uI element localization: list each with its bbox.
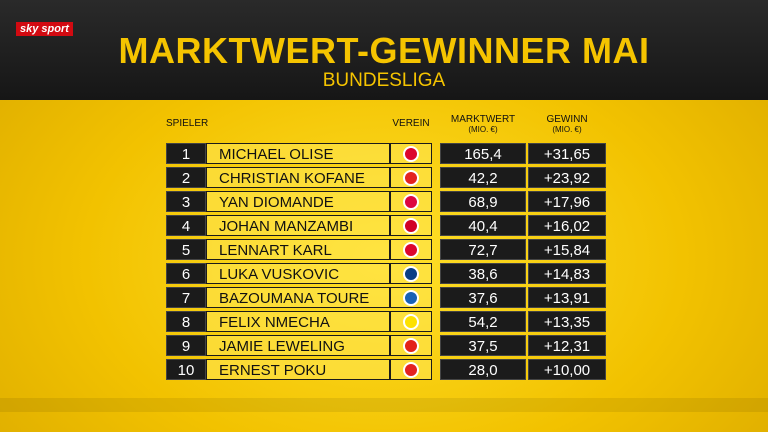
player-cell: FELIX NMECHA <box>206 311 390 332</box>
rank-cell: 6 <box>166 263 206 284</box>
column-header: MARKTWERT (MIO. €) <box>440 114 526 134</box>
gain-cell: +16,02 <box>528 215 606 236</box>
market-value-cell: 42,2 <box>440 167 526 188</box>
column-header-text: GEWINN <box>546 114 588 125</box>
market-value-cell: 54,2 <box>440 311 526 332</box>
gain-cell: +13,91 <box>528 287 606 308</box>
player-cell: BAZOUMANA TOURE <box>206 287 390 308</box>
market-value-cell: 68,9 <box>440 191 526 212</box>
column-header: SPIELER <box>166 118 209 129</box>
player-cell: MICHAEL OLISE <box>206 143 390 164</box>
rank-cell: 9 <box>166 335 206 356</box>
column-header-text: MARKTWERT <box>450 114 516 125</box>
market-value-cell: 72,7 <box>440 239 526 260</box>
gain-cell: +12,31 <box>528 335 606 356</box>
club-crest <box>403 242 419 258</box>
club-crest <box>403 266 419 282</box>
rank-cell: 8 <box>166 311 206 332</box>
rank-cell: 3 <box>166 191 206 212</box>
gain-cell: +23,92 <box>528 167 606 188</box>
player-cell: LUKA VUSKOVIC <box>206 263 390 284</box>
club-crest <box>403 146 419 162</box>
rank-cell: 10 <box>166 359 206 380</box>
club-crest <box>403 290 419 306</box>
rank-cell: 7 <box>166 287 206 308</box>
column-unit: (MIO. €) <box>468 125 498 134</box>
gain-cell: +14,83 <box>528 263 606 284</box>
column-header: VEREIN <box>392 118 430 129</box>
player-cell: JOHAN MANZAMBI <box>206 215 390 236</box>
market-value-cell: 37,6 <box>440 287 526 308</box>
club-crest <box>403 338 419 354</box>
gain-cell: +13,35 <box>528 311 606 332</box>
market-value-cell: 40,4 <box>440 215 526 236</box>
club-crest <box>403 170 419 186</box>
club-crest <box>403 362 419 378</box>
header-band <box>0 0 768 100</box>
gain-cell: +31,65 <box>528 143 606 164</box>
footer-strip <box>0 398 768 412</box>
market-value-cell: 28,0 <box>440 359 526 380</box>
gain-cell: +10,00 <box>528 359 606 380</box>
market-value-cell: 38,6 <box>440 263 526 284</box>
subtitle: BUNDESLIGA <box>322 70 446 91</box>
player-cell: ERNEST POKU <box>206 359 390 380</box>
gain-cell: +15,84 <box>528 239 606 260</box>
rank-cell: 1 <box>166 143 206 164</box>
player-cell: LENNART KARL <box>206 239 390 260</box>
column-unit: (MIO. €) <box>552 125 582 134</box>
market-value-cell: 37,5 <box>440 335 526 356</box>
player-cell: JAMIE LEWELING <box>206 335 390 356</box>
club-crest <box>403 194 419 210</box>
column-header: GEWINN (MIO. €) <box>528 114 606 134</box>
player-cell: CHRISTIAN KOFANE <box>206 167 390 188</box>
rank-cell: 4 <box>166 215 206 236</box>
market-value-cell: 165,4 <box>440 143 526 164</box>
club-crest <box>403 314 419 330</box>
logo: sky sport <box>16 22 73 36</box>
player-cell: YAN DIOMANDE <box>206 191 390 212</box>
gain-cell: +17,96 <box>528 191 606 212</box>
club-crest <box>403 218 419 234</box>
rank-cell: 5 <box>166 239 206 260</box>
title: MARKTWERT-GEWINNER MAI <box>118 30 650 71</box>
rank-cell: 2 <box>166 167 206 188</box>
